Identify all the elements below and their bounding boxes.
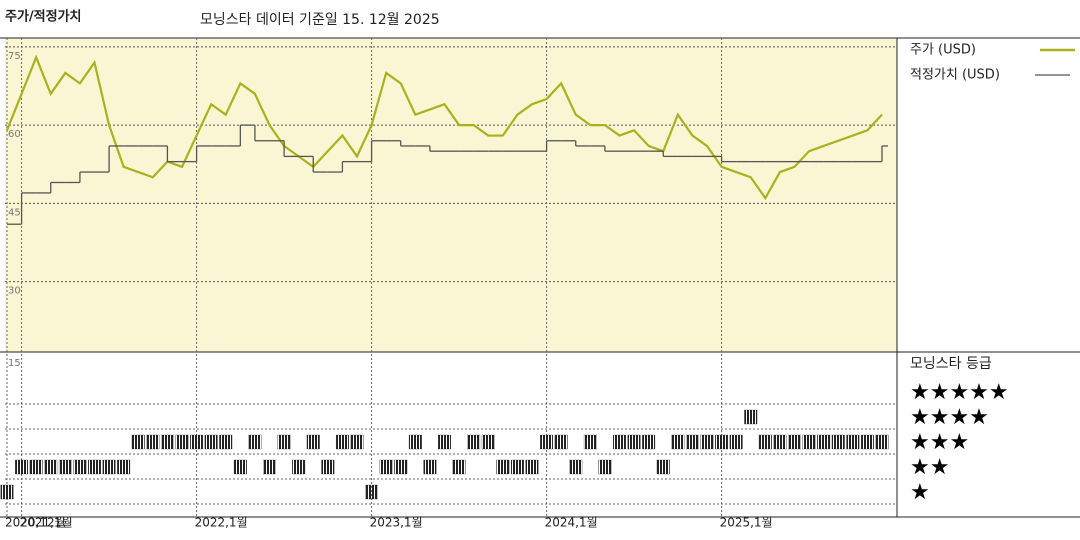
rating-bar: [598, 459, 612, 475]
rating-bar: [700, 434, 714, 450]
y-tick-label: 45: [8, 207, 21, 218]
chart-title: 모닝스타 데이터 기준일 15. 12월 2025: [200, 12, 440, 28]
rating-bar: [335, 434, 349, 450]
rating-bar: [685, 434, 699, 450]
rating-bar: [525, 459, 539, 475]
rating-bar: [671, 434, 685, 450]
rating-bar: [613, 434, 626, 450]
x-tick-label: 2023,1월: [370, 516, 423, 530]
rating-level-label: ★★★★: [910, 405, 989, 430]
rating-bar: [627, 434, 641, 450]
rating-bar: [408, 434, 422, 450]
rating-bar: [160, 434, 174, 450]
x-tick-label: 2024,1월: [545, 516, 598, 530]
rating-bar: [438, 434, 451, 450]
legend-label: 적정가치 (USD): [910, 68, 1000, 83]
y-tick-label: 75: [8, 51, 21, 62]
x-tick-label: 2025,1월: [720, 516, 773, 530]
rating-level-label: ★★: [910, 455, 949, 480]
rating-level-label: ★★★: [910, 430, 969, 455]
rating-bar: [642, 434, 656, 450]
rating-bar: [467, 434, 481, 450]
rating-bar: [875, 434, 889, 450]
rating-bar: [423, 459, 437, 475]
rating-bar: [365, 484, 379, 500]
rating-bar: [102, 459, 116, 475]
rating-bar: [715, 434, 729, 450]
rating-bar: [190, 434, 204, 450]
rating-bar: [554, 434, 568, 450]
rating-bar: [306, 434, 320, 450]
y-tick-label: 60: [8, 129, 21, 140]
rating-bar: [496, 459, 510, 475]
rating-bar: [802, 434, 816, 450]
rating-bar: [452, 459, 466, 475]
rating-bar: [204, 434, 218, 450]
rating-bar: [0, 484, 14, 500]
rating-bar: [540, 434, 554, 450]
rating-bar: [583, 434, 597, 450]
rating-bar: [29, 459, 43, 475]
rating-bar: [831, 434, 845, 450]
rating-bar: [233, 459, 247, 475]
rating-bar: [481, 434, 495, 450]
rating-bar: [394, 459, 408, 475]
rating-bar: [73, 459, 87, 475]
rating-bar: [219, 434, 233, 450]
corner-label: 주가/적정가치: [5, 9, 82, 25]
plot-background: [5, 38, 897, 352]
y-tick-label: 30: [8, 286, 21, 297]
rating-bar: [88, 459, 101, 475]
rating-bar: [175, 434, 189, 450]
rating-bar: [788, 434, 801, 450]
rating-bar: [44, 459, 58, 475]
rating-bar: [758, 434, 772, 450]
rating-bar: [569, 459, 583, 475]
x-tick-label: 2020,12월: [5, 516, 66, 530]
rating-bar: [817, 434, 831, 450]
x-tick-label: 2022,1월: [195, 516, 248, 530]
rating-bar: [131, 434, 145, 450]
rating-bar: [729, 434, 743, 450]
legend-label: 주가 (USD): [910, 43, 976, 58]
rating-bar: [350, 434, 364, 450]
rating-bar: [58, 459, 72, 475]
rating-bar: [656, 459, 670, 475]
rating-level-label: ★: [910, 480, 930, 505]
rating-bar: [744, 409, 758, 425]
rating-bar: [510, 459, 524, 475]
rating-title: 모닝스타 등급: [910, 356, 992, 372]
x-tick-label: 2021,1월: [20, 516, 73, 530]
rating-bar: [15, 459, 29, 475]
price-line: [5, 54, 883, 201]
rating-bar: [292, 459, 306, 475]
rating-bar: [860, 434, 874, 450]
axis-note: 15: [8, 358, 21, 369]
rating-bar: [248, 434, 262, 450]
rating-bar: [277, 434, 291, 450]
rating-bar: [146, 434, 160, 450]
rating-bar: [263, 459, 276, 475]
rating-bar: [846, 434, 860, 450]
rating-bar: [773, 434, 787, 450]
rating-bar: [379, 459, 393, 475]
rating-bar: [117, 459, 131, 475]
rating-bar: [321, 459, 335, 475]
rating-level-label: ★★★★★: [910, 380, 1009, 405]
